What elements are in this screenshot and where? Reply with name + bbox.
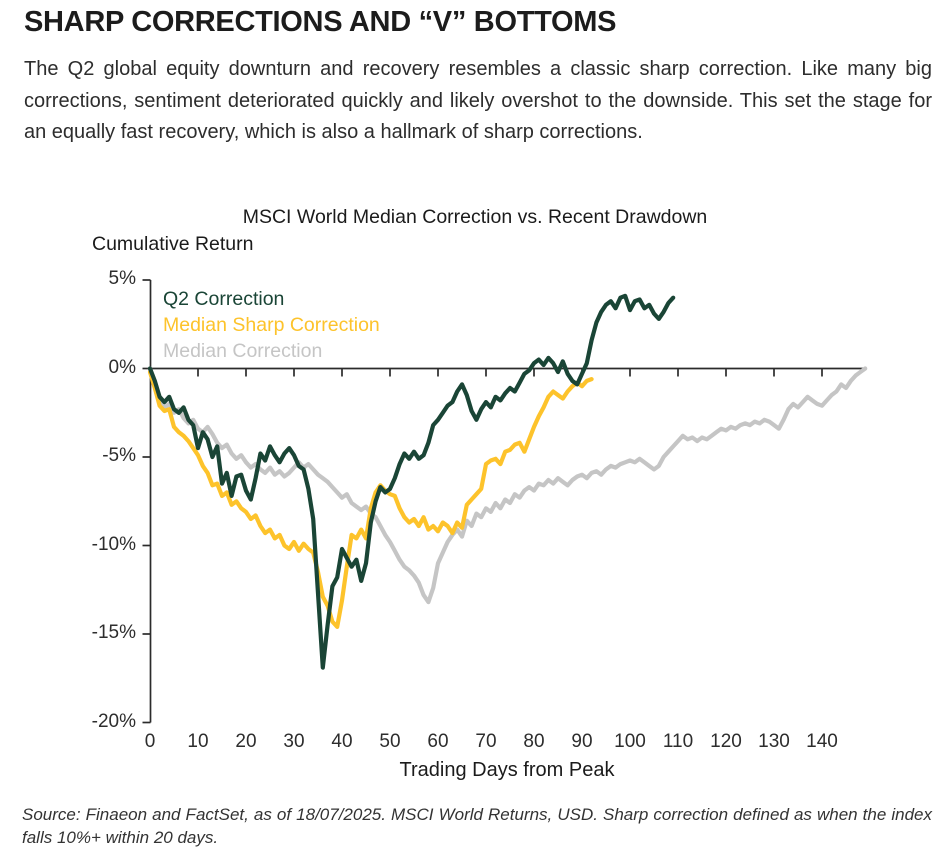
chart-legend: Q2 Correction Median Sharp Correction Me… — [163, 286, 380, 364]
y-tick-label: -15% — [91, 622, 136, 643]
x-tick-label: 50 — [379, 731, 401, 752]
y-tick-label: -10% — [91, 533, 136, 555]
chart-title: MSCI World Median Correction vs. Recent … — [242, 206, 708, 228]
x-tick-label: 90 — [571, 731, 593, 752]
legend-median-correction: Median Correction — [163, 340, 323, 362]
x-tick-label: 130 — [758, 731, 790, 752]
x-tick-label: 120 — [710, 731, 742, 752]
x-tick-label: 140 — [806, 731, 838, 752]
x-tick-label: 30 — [283, 731, 305, 752]
x-tick-label: 60 — [427, 731, 449, 752]
source-note: Source: Finaeon and FactSet, as of 18/07… — [22, 805, 932, 847]
page-title: SHARP CORRECTIONS AND “V” BOTTOMS — [24, 6, 617, 38]
x-tick-label: 10 — [187, 731, 209, 752]
legend-median-sharp-correction: Median Sharp Correction — [163, 314, 380, 336]
intro-paragraph: The Q2 global equity downturn and recove… — [24, 58, 932, 143]
x-tick-label: 70 — [475, 731, 497, 752]
x-tick-label: 20 — [235, 731, 257, 752]
x-tick-label: 110 — [662, 731, 694, 752]
y-tick-label: -5% — [102, 445, 136, 466]
y-tick-label: -20% — [91, 710, 136, 732]
x-tick-label: 0 — [144, 731, 156, 752]
y-tick-label: 0% — [108, 356, 136, 378]
y-axis-title: Cumulative Return — [92, 233, 254, 255]
x-tick-label: 80 — [523, 731, 545, 752]
legend-q2-correction: Q2 Correction — [163, 288, 285, 310]
x-tick-label: 40 — [331, 731, 353, 752]
x-axis-title: Trading Days from Peak — [399, 759, 615, 781]
y-tick-label: 5% — [108, 268, 136, 289]
x-tick-label: 100 — [614, 731, 646, 752]
